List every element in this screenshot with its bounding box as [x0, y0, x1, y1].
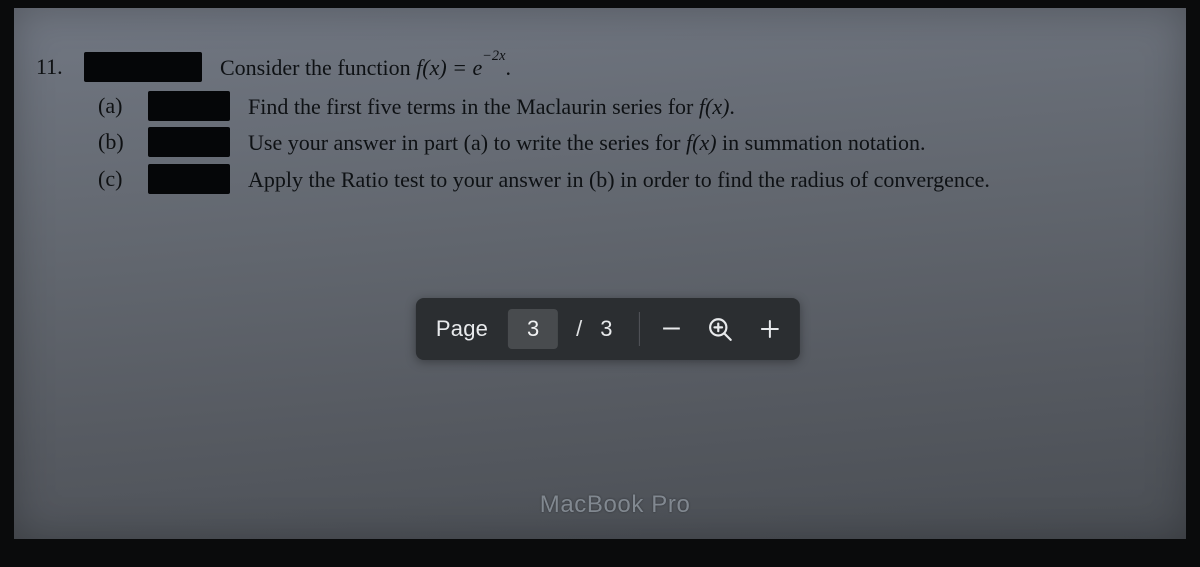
part-label: (c) [98, 164, 148, 192]
zoom-reset-button[interactable] [697, 307, 741, 351]
zoom-in-button[interactable] [747, 307, 791, 351]
device-label: MacBook Pro [540, 491, 691, 519]
question-number: 11. [36, 52, 84, 80]
part-text-pre: Find the first five terms in the Maclaur… [248, 94, 699, 119]
redaction-block [148, 164, 230, 194]
prompt-pre: Consider the function [220, 55, 416, 80]
screen-bezel: 11. Consider the function f(x) = e−2x. (… [0, 0, 1200, 567]
prompt-func: f(x) = e [416, 55, 482, 80]
zoom-out-button[interactable]: – [651, 310, 691, 344]
part-text-post: in summation notation. [717, 130, 926, 155]
page-separator: / [564, 316, 594, 342]
part-text-post: . [729, 94, 735, 119]
question-header-row: 11. Consider the function f(x) = e−2x. [36, 52, 1164, 83]
part-fx: f(x) [686, 130, 717, 155]
page-total: 3 [600, 316, 626, 342]
toolbar-separator [638, 312, 639, 346]
redaction-block [148, 127, 230, 157]
document-content: 11. Consider the function f(x) = e−2x. (… [36, 22, 1164, 195]
part-text-pre: Use your answer in part (a) to write the… [248, 130, 686, 155]
part-fx: f(x) [699, 94, 730, 119]
redaction-block [148, 91, 230, 121]
part-text: Use your answer in part (a) to write the… [248, 127, 926, 158]
question-part-row: (b) Use your answer in part (a) to write… [98, 127, 1164, 158]
part-label: (a) [98, 91, 148, 119]
question-part-row: (c) Apply the Ratio test to your answer … [98, 164, 1164, 195]
page-label: Page [416, 316, 502, 342]
part-text: Apply the Ratio test to your answer in (… [248, 164, 990, 195]
part-text: Find the first five terms in the Maclaur… [248, 91, 735, 122]
prompt-exp: −2x [482, 48, 505, 64]
part-label: (b) [98, 127, 148, 155]
pdf-toolbar: Page / 3 – [416, 298, 800, 360]
prompt-post: . [505, 55, 511, 80]
magnifier-plus-icon [706, 316, 732, 342]
redaction-block [84, 52, 202, 82]
plus-icon [757, 317, 781, 341]
question-prompt: Consider the function f(x) = e−2x. [220, 52, 511, 83]
question-part-row: (a) Find the first five terms in the Mac… [98, 91, 1164, 122]
part-text-pre: Apply the Ratio test to your answer in (… [248, 167, 990, 192]
page-number-input[interactable] [508, 309, 558, 349]
